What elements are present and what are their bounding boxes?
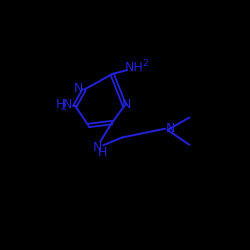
Text: N: N	[74, 82, 84, 95]
Text: H: H	[98, 146, 108, 159]
Text: N: N	[122, 98, 131, 111]
Text: 2: 2	[142, 59, 148, 68]
Text: N: N	[165, 122, 175, 135]
Text: 2: 2	[61, 103, 67, 112]
Text: H: H	[56, 98, 65, 111]
Text: N: N	[63, 98, 72, 111]
Text: NH: NH	[125, 61, 144, 74]
Text: N: N	[92, 141, 102, 154]
